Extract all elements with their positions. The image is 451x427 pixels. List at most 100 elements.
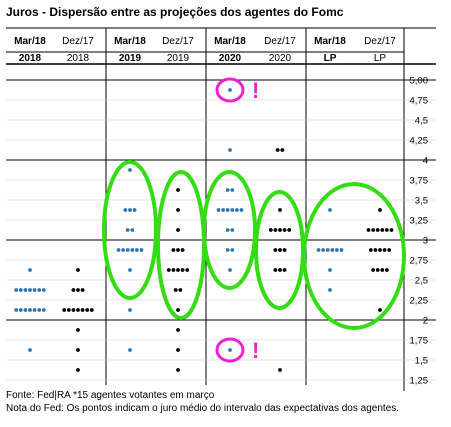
dot [176, 368, 180, 372]
dot [375, 228, 380, 232]
dot [280, 148, 285, 152]
dot [176, 308, 180, 312]
y-tick-label: 2 [423, 316, 428, 327]
dot [76, 328, 80, 332]
dot [273, 268, 278, 272]
dot [23, 308, 28, 312]
dot [14, 288, 19, 292]
dot [76, 368, 80, 372]
dot [166, 268, 171, 272]
dot [173, 288, 178, 292]
dot [128, 308, 132, 312]
y-tick-label: 3,75 [410, 176, 429, 187]
dot [378, 208, 382, 212]
dot [378, 248, 382, 252]
dot [62, 308, 67, 312]
dot [28, 348, 32, 352]
dot [316, 248, 321, 252]
dot [37, 288, 42, 292]
dot [176, 188, 180, 192]
dot [128, 208, 132, 212]
dot [228, 88, 232, 92]
dot [185, 268, 190, 272]
dot [328, 208, 332, 212]
dot [335, 248, 339, 252]
dot [135, 248, 139, 252]
highlight-loop [102, 160, 158, 300]
dot [221, 208, 226, 212]
dot [216, 208, 221, 212]
dot [18, 308, 23, 312]
y-tick-label: 3,25 [410, 216, 429, 227]
dot [287, 228, 292, 232]
dot [76, 308, 80, 312]
dot [225, 228, 230, 232]
dot [239, 208, 244, 212]
dot [366, 228, 371, 232]
dot [228, 268, 232, 272]
dot [339, 248, 344, 252]
dot [278, 228, 282, 232]
highlight-loop [302, 182, 406, 330]
dot [171, 248, 176, 252]
highlight-loop [156, 170, 206, 320]
dot [371, 228, 375, 232]
dot [76, 288, 80, 292]
dot [130, 248, 135, 252]
chart-grid: Mar/18 2018 Dez/17 2018 Mar/18 2019 Dez/17 2019… [6, 27, 436, 391]
dot [178, 288, 183, 292]
dot [330, 248, 335, 252]
dot [89, 308, 94, 312]
dot [273, 248, 278, 252]
dot [23, 288, 28, 292]
y-tick-label: 2,5 [415, 276, 428, 287]
chart-annotations: !! [102, 77, 406, 363]
y-tick-label: 5,00 [410, 76, 429, 87]
column-header: Mar/18 [114, 36, 146, 47]
column-year: 2020 [269, 53, 292, 64]
dot [80, 288, 85, 292]
dot [128, 268, 132, 272]
chart-dots [14, 88, 394, 372]
dot [176, 248, 180, 252]
dot [71, 288, 76, 292]
dot [389, 228, 394, 232]
dot [18, 288, 23, 292]
dot [130, 228, 135, 232]
dot [378, 308, 382, 312]
dot [230, 208, 235, 212]
dot [37, 308, 42, 312]
dot [176, 228, 180, 232]
y-tick-label: 4,25 [410, 136, 429, 147]
dot [28, 288, 32, 292]
column-header: Dez/17 [62, 36, 94, 47]
dot [282, 248, 287, 252]
y-tick-label: 1,25 [410, 376, 429, 387]
dot [282, 268, 287, 272]
dot [368, 248, 373, 252]
highlight-loop [202, 170, 257, 290]
column-year: 2019 [119, 53, 142, 64]
exclamation-mark: ! [252, 338, 259, 363]
dot [273, 228, 278, 232]
dot [116, 248, 121, 252]
y-tick-label: 1,75 [410, 336, 429, 347]
dot [32, 308, 37, 312]
dot [14, 308, 19, 312]
column-header: Dez/17 [162, 36, 194, 47]
column-header: Mar/18 [14, 36, 46, 47]
dot [80, 308, 85, 312]
column-year: LP [324, 53, 337, 64]
y-tick-label: 4 [423, 156, 428, 167]
dot [282, 228, 287, 232]
y-tick-label: 2,75 [410, 256, 429, 267]
dot [328, 288, 332, 292]
dot [76, 348, 80, 352]
dot [180, 268, 185, 272]
dot [128, 168, 132, 172]
dot [128, 348, 132, 352]
column-year: 2019 [167, 53, 190, 64]
dot [66, 308, 71, 312]
dot [28, 308, 32, 312]
dot [225, 248, 230, 252]
